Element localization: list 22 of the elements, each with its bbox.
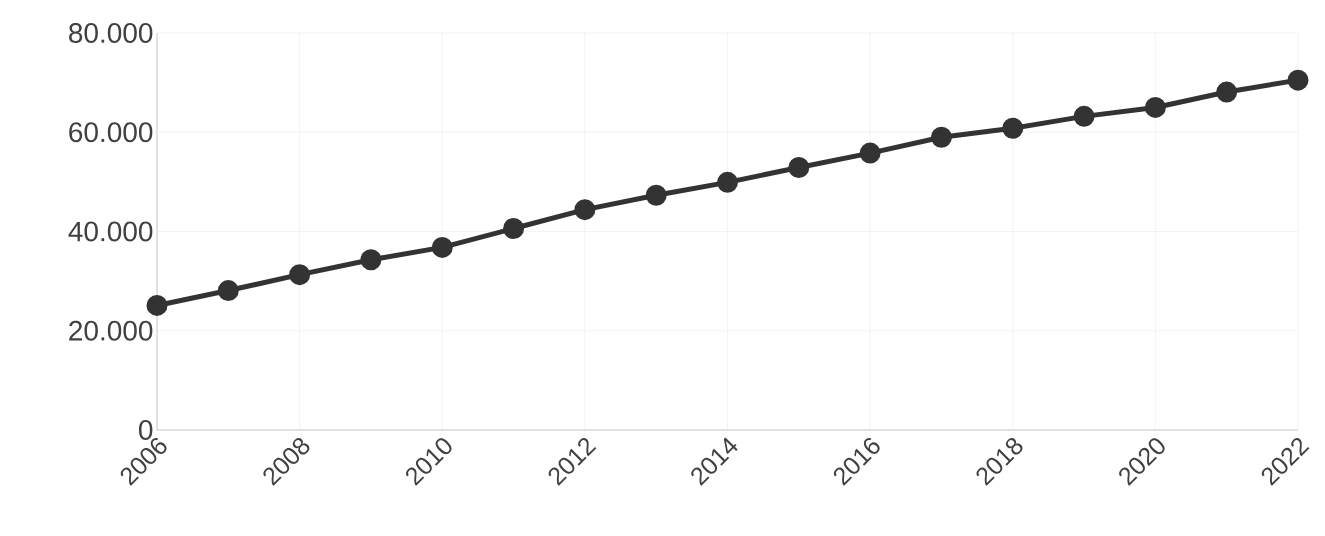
point: [1002, 117, 1024, 139]
point: [360, 249, 382, 271]
point: [859, 142, 881, 164]
y-tick-label: 60.000: [69, 122, 153, 143]
point: [217, 280, 239, 302]
point: [574, 199, 596, 221]
y-tick-label: 0: [139, 420, 153, 440]
point: [1144, 96, 1166, 118]
point: [717, 171, 739, 193]
y-tick-label: 40.000: [68, 221, 153, 242]
point: [1216, 81, 1238, 103]
point: [289, 264, 311, 286]
point: [503, 218, 525, 240]
point: [431, 236, 453, 258]
point: [645, 184, 667, 206]
point: [146, 294, 168, 316]
point: [1287, 69, 1309, 91]
point: [930, 126, 952, 148]
point: [1073, 105, 1095, 127]
point: [788, 156, 810, 178]
y-tick-label: 20.000: [69, 320, 153, 341]
y-tick-label: 80.000: [69, 23, 153, 43]
